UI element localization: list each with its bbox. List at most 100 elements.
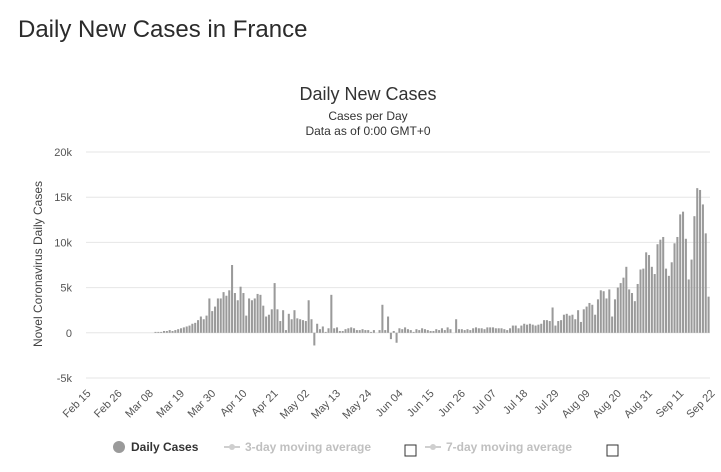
daily-cases-bar[interactable] [165, 330, 168, 333]
daily-cases-bar[interactable] [690, 259, 693, 333]
daily-cases-bar[interactable] [642, 268, 645, 333]
daily-cases-bar[interactable] [287, 313, 290, 333]
daily-cases-bar[interactable] [551, 307, 554, 333]
daily-cases-bar[interactable] [560, 320, 563, 333]
daily-cases-bar[interactable] [497, 328, 500, 333]
daily-cases-bar[interactable] [494, 328, 497, 333]
daily-cases-bar[interactable] [596, 299, 599, 333]
daily-cases-bar[interactable] [562, 314, 565, 333]
daily-cases-bar[interactable] [429, 330, 432, 333]
daily-cases-bar[interactable] [682, 211, 685, 333]
daily-cases-bar[interactable] [248, 298, 251, 333]
daily-cases-bar[interactable] [347, 328, 350, 333]
daily-cases-bar[interactable] [630, 293, 634, 333]
daily-cases-bar[interactable] [585, 306, 588, 333]
daily-cases-bar[interactable] [423, 329, 426, 333]
daily-cases-bar[interactable] [378, 330, 381, 333]
daily-cases-bar[interactable] [526, 324, 529, 333]
daily-cases-bar[interactable] [188, 325, 191, 333]
daily-cases-bar[interactable] [256, 293, 259, 333]
daily-cases-bar[interactable] [426, 330, 429, 333]
daily-cases-bar[interactable] [599, 290, 602, 333]
daily-cases-bar[interactable] [650, 266, 653, 333]
daily-cases-bar[interactable] [628, 289, 631, 333]
daily-cases-bar[interactable] [707, 296, 710, 333]
daily-cases-bar[interactable] [704, 233, 707, 333]
daily-cases-bar[interactable] [455, 319, 458, 333]
daily-cases-bar[interactable] [418, 330, 421, 333]
daily-cases-bar[interactable] [449, 329, 452, 333]
daily-cases-bar[interactable] [387, 316, 390, 333]
daily-cases-bar[interactable] [267, 314, 270, 333]
daily-cases-bar[interactable] [662, 236, 665, 333]
daily-cases-bar[interactable] [594, 314, 597, 333]
daily-cases-bar[interactable] [528, 323, 531, 333]
daily-cases-bar[interactable] [180, 328, 183, 333]
daily-cases-bar[interactable] [222, 292, 225, 333]
daily-cases-bar[interactable] [460, 329, 463, 333]
daily-cases-bar[interactable] [301, 320, 304, 333]
daily-cases-bar[interactable] [344, 329, 347, 333]
daily-cases-bar[interactable] [523, 323, 526, 333]
daily-cases-bar[interactable] [293, 310, 296, 333]
daily-cases-bar[interactable] [534, 325, 537, 333]
daily-cases-bar[interactable] [270, 309, 273, 333]
daily-cases-bar[interactable] [174, 330, 177, 333]
daily-cases-bar[interactable] [639, 269, 642, 333]
daily-cases-bar[interactable] [265, 316, 268, 333]
daily-cases-bar[interactable] [463, 330, 466, 333]
daily-cases-bar[interactable] [341, 330, 344, 333]
daily-cases-bar[interactable] [290, 319, 293, 333]
legend-item-3-day-average[interactable]: 3-day moving average [224, 440, 371, 454]
daily-cases-bar[interactable] [259, 294, 262, 333]
daily-cases-bar[interactable] [415, 329, 418, 333]
daily-cases-bar[interactable] [506, 330, 509, 333]
daily-cases-bar[interactable] [208, 298, 211, 333]
daily-cases-bar[interactable] [313, 332, 316, 346]
daily-cases-bar[interactable] [537, 324, 540, 333]
daily-cases-bar[interactable] [321, 326, 324, 333]
daily-cases-bar[interactable] [253, 298, 256, 333]
daily-cases-bar[interactable] [693, 216, 696, 333]
daily-cases-bar[interactable] [194, 322, 197, 333]
daily-cases-bar[interactable] [619, 283, 622, 333]
daily-cases-bar[interactable] [330, 294, 333, 333]
daily-cases-bar[interactable] [477, 328, 480, 333]
daily-cases-bar[interactable] [466, 329, 469, 333]
daily-cases-bar[interactable] [182, 327, 185, 333]
daily-cases-bar[interactable] [701, 204, 704, 333]
daily-cases-bar[interactable] [489, 327, 492, 333]
daily-cases-bar[interactable] [665, 268, 668, 333]
daily-cases-bar[interactable] [367, 330, 370, 333]
daily-cases-bar[interactable] [679, 214, 682, 333]
daily-cases-bar[interactable] [557, 321, 560, 333]
daily-cases-bar[interactable] [474, 327, 478, 333]
daily-cases-bar[interactable] [421, 328, 424, 333]
daily-cases-bar[interactable] [579, 321, 582, 333]
daily-cases-bar[interactable] [228, 290, 231, 333]
daily-cases-bar[interactable] [364, 330, 367, 333]
daily-cases-bar[interactable] [548, 321, 551, 333]
daily-cases-bar[interactable] [318, 329, 322, 333]
daily-cases-bar[interactable] [304, 321, 307, 333]
daily-cases-bar[interactable] [531, 324, 534, 333]
daily-cases-bar[interactable] [262, 305, 265, 333]
daily-cases-bar[interactable] [602, 291, 605, 333]
legend-item-daily-cases[interactable]: Daily Cases [113, 440, 199, 454]
daily-cases-bar[interactable] [577, 310, 580, 333]
daily-cases-bar[interactable] [310, 319, 313, 333]
daily-cases-bar[interactable] [659, 239, 662, 333]
daily-cases-bar[interactable] [171, 330, 174, 333]
daily-cases-bar[interactable] [358, 330, 361, 333]
daily-cases-bar[interactable] [545, 320, 548, 333]
daily-cases-bar[interactable] [279, 321, 282, 333]
daily-cases-bar[interactable] [656, 244, 659, 333]
daily-cases-bar[interactable] [350, 327, 353, 333]
toggle-7-day-average-checkbox[interactable] [606, 444, 619, 457]
daily-cases-bar[interactable] [406, 329, 409, 333]
daily-cases-bar[interactable] [177, 329, 180, 333]
daily-cases-bar[interactable] [443, 330, 446, 333]
daily-cases-bar[interactable] [307, 300, 310, 333]
daily-cases-bar[interactable] [492, 327, 495, 333]
daily-cases-bar[interactable] [684, 238, 687, 333]
